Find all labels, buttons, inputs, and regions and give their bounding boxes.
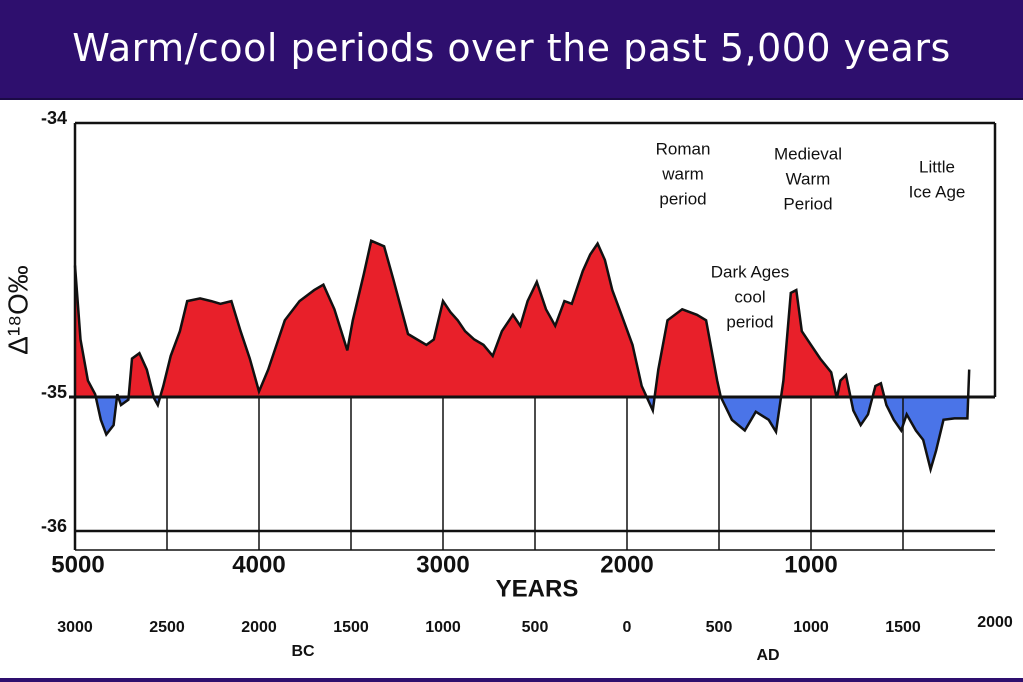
footer-bar <box>0 678 1023 682</box>
x-axis-label: YEARS <box>496 575 579 602</box>
annotation: Medieval <box>774 144 842 163</box>
x-tick-label: 5000 <box>51 551 104 578</box>
chart-title: Warm/cool periods over the past 5,000 ye… <box>72 26 951 70</box>
annotation: Little <box>919 157 955 176</box>
x2-tick-label: 1500 <box>885 619 921 636</box>
header: Warm/cool periods over the past 5,000 ye… <box>0 0 1023 100</box>
area-below <box>75 397 970 470</box>
annotation: period <box>659 189 706 208</box>
x2-tick-label: 1500 <box>333 619 369 636</box>
x-tick-label: 4000 <box>232 551 285 578</box>
y-tick-label: -35 <box>41 382 67 402</box>
y-axis-label: Δ¹⁸O‰ <box>2 265 33 355</box>
x2-label-ad: AD <box>756 647 779 664</box>
x-tick-label: 2000 <box>600 551 653 578</box>
x2-tick-label: 1000 <box>425 619 461 636</box>
annotation: period <box>726 312 773 331</box>
x2-tick-label: 500 <box>522 619 549 636</box>
y-tick-label: -34 <box>41 108 67 128</box>
annotation: Dark Ages <box>711 262 789 281</box>
area-above <box>75 240 970 397</box>
x2-tick-label: 2000 <box>977 614 1013 631</box>
annotation: cool <box>734 287 765 306</box>
annotation: Roman <box>656 139 711 158</box>
x2-tick-label: 0 <box>623 619 632 636</box>
x2-tick-label: 500 <box>706 619 733 636</box>
x2-tick-label: 2000 <box>241 619 277 636</box>
x2-label-bc: BC <box>291 643 315 660</box>
y-tick-label: -36 <box>41 516 67 536</box>
x2-tick-label: 2500 <box>149 619 185 636</box>
annotation: Warm <box>786 169 831 188</box>
x2-tick-label: 1000 <box>793 619 829 636</box>
x2-tick-label: 3000 <box>57 619 93 636</box>
x-tick-label: 1000 <box>784 551 837 578</box>
annotation: Period <box>783 194 832 213</box>
data-line <box>73 239 971 475</box>
x-tick-label: 3000 <box>416 551 469 578</box>
annotation: Ice Age <box>909 182 966 201</box>
annotation: warm <box>661 164 704 183</box>
